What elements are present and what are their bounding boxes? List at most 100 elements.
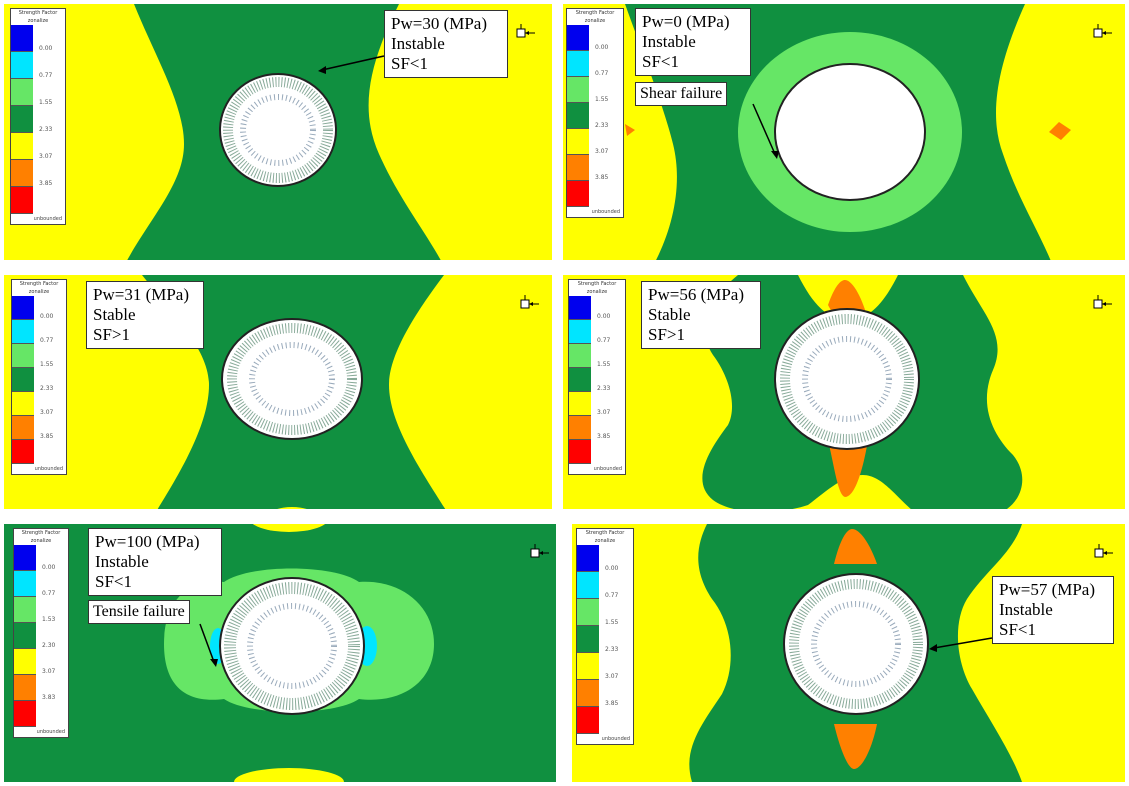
x-axis — [563, 509, 1125, 515]
legend-subtitle: zonalize — [30, 538, 52, 544]
legend-title: Strength Factor — [575, 10, 615, 16]
pressure-value: Pw=30 (MPa) — [391, 14, 488, 33]
contour-plot — [164, 524, 434, 782]
pressure-label: Pw=56 (MPa) Stable SF>1 — [641, 281, 761, 349]
legend: Strength Factor zonalize 0.00 0.77 1.55 … — [576, 528, 634, 745]
safety-factor: SF<1 — [95, 572, 132, 591]
legend-value: 0.00 — [597, 313, 611, 320]
legend-subtitle: zonalize — [584, 18, 606, 24]
legend-value: 1.55 — [39, 99, 53, 106]
legend-subtitle: zonalize — [27, 18, 49, 24]
legend-unbounded: unbounded — [591, 209, 620, 215]
legend-value: 3.07 — [42, 668, 56, 675]
pressure-label: Pw=100 (MPa) Instable SF<1 — [88, 528, 222, 596]
pressure-value: Pw=31 (MPa) — [93, 285, 190, 304]
legend-value: 3.85 — [39, 180, 53, 187]
legend-value: 0.00 — [42, 564, 56, 571]
legend-title: Strength Factor — [585, 530, 625, 536]
legend-title: Strength Factor — [21, 530, 61, 536]
panel-pw56: Strength Factor zonalize 0.00 0.77 1.55 … — [563, 275, 1125, 515]
panel-pw30: Strength Factor zonalize 0.00 0.77 1.55 … — [4, 4, 552, 266]
legend-value: 0.77 — [40, 337, 54, 344]
legend-value: 3.07 — [595, 148, 609, 155]
stability-state: Instable — [391, 34, 445, 53]
legend-subtitle: zonalize — [28, 289, 50, 295]
pressure-label: Pw=30 (MPa) Instable SF<1 — [384, 10, 508, 78]
legend-value: 2.33 — [40, 385, 54, 392]
boundary-condition-icon — [520, 295, 539, 309]
legend-value: 3.07 — [40, 409, 54, 416]
legend-value: 2.33 — [597, 385, 611, 392]
stability-state: Instable — [642, 32, 696, 51]
pressure-value: Pw=56 (MPa) — [648, 285, 745, 304]
legend-value: 3.07 — [605, 673, 619, 680]
legend-unbounded: unbounded — [601, 736, 630, 742]
boundary-condition-icon — [516, 24, 535, 38]
legend-value: 0.77 — [42, 590, 56, 597]
stability-state: Instable — [95, 552, 149, 571]
legend-title: Strength Factor — [18, 10, 58, 16]
legend-value: 3.85 — [597, 433, 611, 440]
pressure-label: Pw=57 (MPa) Instable SF<1 — [992, 576, 1114, 644]
legend-value: 3.85 — [40, 433, 54, 440]
legend-value: 3.85 — [605, 700, 619, 707]
stability-state: Stable — [93, 305, 136, 324]
legend-value: 1.53 — [42, 616, 56, 623]
boundary-condition-icon — [530, 544, 549, 558]
legend-value: 0.00 — [39, 45, 53, 52]
pressure-label: Pw=0 (MPa) Instable SF<1 — [635, 8, 751, 76]
legend: Strength Factor zonalize 0.00 0.77 1.55 … — [568, 279, 626, 475]
legend-value: 0.00 — [605, 565, 619, 572]
stability-state: Instable — [999, 600, 1053, 619]
boundary-condition-icon — [1093, 24, 1112, 38]
legend-value: 0.00 — [40, 313, 54, 320]
safety-factor: SF>1 — [93, 325, 130, 344]
safety-factor: SF<1 — [642, 52, 679, 71]
contour-plot — [689, 524, 1022, 782]
stability-state: Stable — [648, 305, 691, 324]
legend-value: 3.83 — [42, 694, 56, 701]
boundary-condition-icon — [1093, 295, 1112, 309]
legend-value: 3.07 — [597, 409, 611, 416]
legend-value: 0.77 — [39, 72, 53, 79]
failure-annotation: Tensile failure — [88, 600, 190, 624]
panel-pw100: Strength Factor zonalize 0.00 0.77 1.53 … — [4, 524, 556, 782]
legend-value: 2.30 — [42, 642, 56, 649]
contour-plot — [142, 275, 449, 515]
legend-value: 0.77 — [605, 592, 619, 599]
safety-factor: SF>1 — [648, 325, 685, 344]
legend-value: 0.77 — [597, 337, 611, 344]
pressure-value: Pw=100 (MPa) — [95, 532, 200, 551]
legend-value: 1.55 — [595, 96, 609, 103]
legend-value: 0.77 — [595, 70, 609, 77]
pressure-value: Pw=57 (MPa) — [999, 580, 1096, 599]
legend: Strength Factor zonalize 0.00 0.77 1.53 … — [13, 528, 69, 738]
legend-value: 1.55 — [605, 619, 619, 626]
panel-pw0: Strength Factor zonalize 0.00 0.77 1.55 … — [563, 4, 1125, 266]
boundary-condition-icon — [1094, 544, 1113, 558]
failure-annotation: Shear failure — [635, 82, 728, 106]
legend: Strength Factor zonalize 0.00 0.77 1.55 … — [566, 8, 624, 218]
legend-subtitle: zonalize — [594, 538, 616, 544]
safety-factor: SF<1 — [999, 620, 1036, 639]
legend-title: Strength Factor — [577, 281, 617, 287]
legend-unbounded: unbounded — [593, 466, 622, 472]
x-axis — [4, 509, 552, 515]
contour-plot — [702, 275, 1023, 515]
legend-subtitle: zonalize — [586, 289, 608, 295]
x-axis — [563, 260, 1125, 266]
legend-value: 0.00 — [595, 44, 609, 51]
legend-value: 2.33 — [605, 646, 619, 653]
legend-unbounded: unbounded — [33, 216, 62, 222]
legend: Strength Factor zonalize 0.00 0.77 1.55 … — [11, 279, 67, 475]
legend-value: 1.55 — [597, 361, 611, 368]
legend-value: 3.07 — [39, 153, 53, 160]
panel-pw57: Strength Factor zonalize 0.00 0.77 1.55 … — [572, 524, 1125, 782]
legend: Strength Factor zonalize 0.00 0.77 1.55 … — [10, 8, 66, 225]
legend-unbounded: unbounded — [34, 466, 63, 472]
legend-value: 2.33 — [39, 126, 53, 133]
x-axis — [4, 260, 552, 266]
pressure-label: Pw=31 (MPa) Stable SF>1 — [86, 281, 204, 349]
legend-value: 1.55 — [40, 361, 54, 368]
legend-value: 2.33 — [595, 122, 609, 129]
